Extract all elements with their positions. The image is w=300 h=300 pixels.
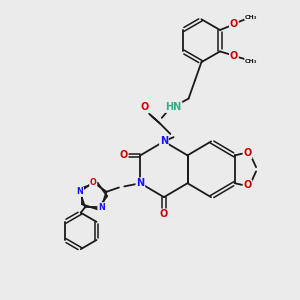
- Text: CH₃: CH₃: [245, 15, 257, 20]
- Text: O: O: [243, 180, 252, 190]
- Text: O: O: [90, 178, 97, 187]
- Text: O: O: [160, 209, 168, 219]
- Text: O: O: [243, 148, 252, 158]
- Text: CH₃: CH₃: [245, 58, 257, 64]
- Text: HN: HN: [165, 102, 182, 112]
- Text: O: O: [230, 51, 238, 61]
- Text: O: O: [140, 102, 149, 112]
- Text: O: O: [119, 150, 127, 161]
- Text: N: N: [76, 187, 83, 196]
- Text: N: N: [136, 178, 144, 188]
- Text: N: N: [98, 203, 105, 212]
- Text: N: N: [160, 136, 168, 146]
- Text: O: O: [230, 19, 238, 28]
